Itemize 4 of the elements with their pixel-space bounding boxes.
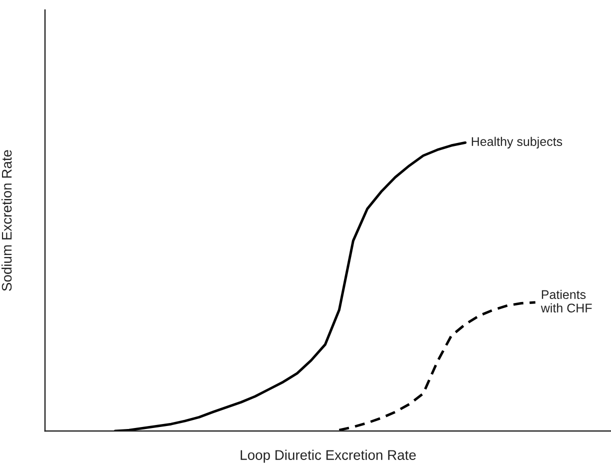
y-axis-title: Sodium Excretion Rate — [1, 150, 12, 291]
series-label: Patients with CHF — [540, 290, 592, 312]
x-axis-title: Loop Diuretic Excretion Rate — [240, 450, 416, 463]
series-label: Healthy subjects — [472, 136, 562, 148]
